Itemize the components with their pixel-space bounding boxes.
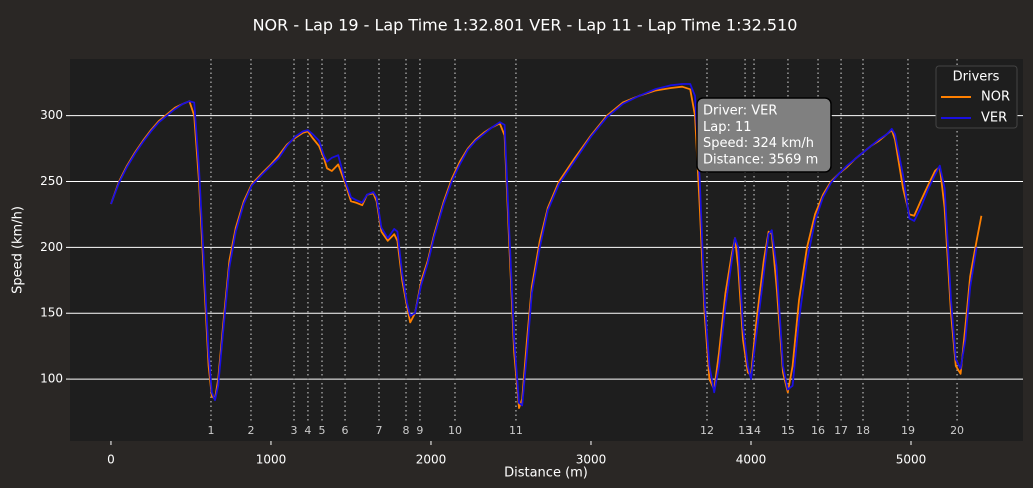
corner-label: 19 (901, 424, 915, 437)
corner-label: 15 (781, 424, 795, 437)
x-tick-label: 0 (107, 453, 115, 467)
corner-label: 10 (448, 424, 462, 437)
x-tick-label: 3000 (576, 453, 607, 467)
legend-label: NOR (981, 90, 1010, 105)
y-tick-label: 100 (40, 372, 63, 386)
corner-label: 16 (811, 424, 825, 437)
x-tick-label: 2000 (416, 453, 447, 467)
chart-title: NOR - Lap 19 - Lap Time 1:32.801 VER - L… (253, 16, 798, 35)
corner-label: 9 (416, 424, 423, 437)
y-tick-label: 250 (40, 174, 63, 188)
y-axis-label: Speed (km/h) (11, 206, 26, 294)
tooltip-text: Distance: 3569 m (703, 152, 818, 167)
corner-label: 7 (375, 424, 382, 437)
corner-label: 14 (747, 424, 761, 437)
corner-label: 17 (834, 424, 848, 437)
corner-label: 11 (509, 424, 523, 437)
tooltip-text: Speed: 324 km/h (703, 136, 814, 151)
y-tick-label: 300 (40, 108, 63, 122)
corner-label: 4 (304, 424, 311, 437)
corner-label: 1 (207, 424, 214, 437)
x-tick-label: 4000 (736, 453, 767, 467)
corner-label: 5 (319, 424, 326, 437)
corner-label: 8 (403, 424, 410, 437)
corner-label: 2 (247, 424, 254, 437)
corner-label: 3 (291, 424, 298, 437)
legend-box (935, 65, 1018, 129)
y-tick-label: 150 (40, 306, 63, 320)
legend-label: VER (981, 111, 1007, 126)
corner-label: 20 (950, 424, 964, 437)
x-tick-label: 5000 (896, 453, 927, 467)
tooltip-text: Lap: 11 (703, 120, 752, 135)
corner-label: 6 (342, 424, 349, 437)
speed-line (110, 83, 978, 407)
tooltip-box (696, 97, 832, 173)
corner-label: 13 (738, 424, 752, 437)
y-tick-label: 200 (40, 240, 63, 254)
x-tick-label: 1000 (256, 453, 287, 467)
plot-background (70, 59, 1023, 441)
legend-title: Drivers (953, 70, 1000, 85)
corner-label: 18 (856, 424, 870, 437)
corner-label: 12 (700, 424, 714, 437)
x-axis-label: Distance (m) (504, 466, 588, 481)
tooltip-text: Driver: VER (703, 104, 777, 119)
